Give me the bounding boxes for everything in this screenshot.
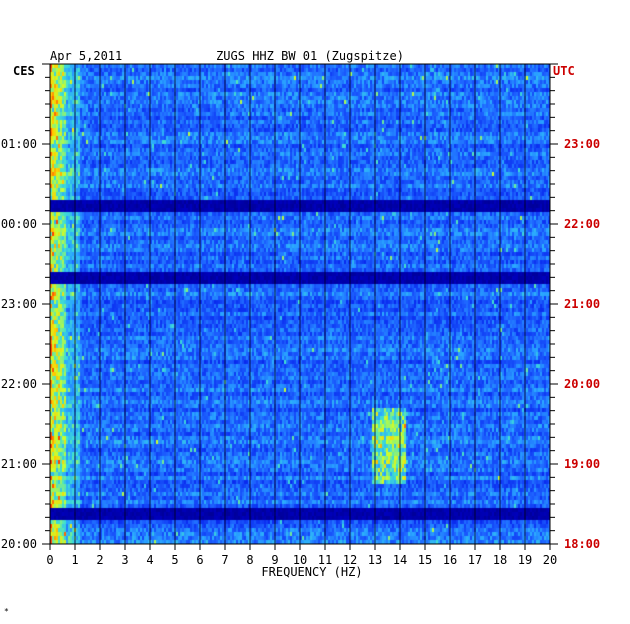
right-axis-label: UTC [553,64,575,78]
x-tick-label: 20 [543,553,557,567]
right-axis-tick-label: 19:00 [564,457,600,471]
x-tick-label: 1 [71,553,78,567]
x-tick-label: 8 [246,553,253,567]
x-tick-label: 7 [221,553,228,567]
x-tick-label: 0 [46,553,53,567]
left-axis-tick-label: 21:00 [1,457,37,471]
left-axis-tick-label: 22:00 [1,377,37,391]
x-tick-label: 15 [418,553,432,567]
left-axis-tick-label: 00:00 [1,217,37,231]
left-axis-tick-label: 23:00 [1,297,37,311]
x-tick-label: 16 [443,553,457,567]
x-tick-label: 6 [196,553,203,567]
x-tick-label: 5 [171,553,178,567]
right-axis-tick-label: 18:00 [564,537,600,551]
left-axis-label: CES [13,64,35,78]
y-axes: 01:00 00:00 23:00 22:00 21:00 20:00 23:00 22:00… [1,63,600,551]
x-tick-label: 4 [146,553,153,567]
x-tick-label: 19 [518,553,532,567]
x-tick-label: 11 [318,553,332,567]
frequency-gridlines [49,64,551,544]
right-axis-tick-label: 22:00 [564,217,600,231]
x-tick-label: 18 [493,553,507,567]
station-title: ZUGS HHZ BW 01 (Zugspitze) [216,49,404,63]
right-axis-tick-label: 23:00 [564,137,600,151]
date-label: Apr 5,2011 [50,49,122,63]
x-axis-title: FREQUENCY (HZ) [261,565,362,579]
left-axis-tick-label: 20:00 [1,537,37,551]
right-axis-tick-label: 20:00 [564,377,600,391]
x-tick-label: 13 [368,553,382,567]
x-tick-label: 10 [293,553,307,567]
right-axis-tick-label: 21:00 [564,297,600,311]
left-axis-tick-label: 01:00 [1,137,37,151]
x-tick-label: 9 [271,553,278,567]
footer-mark: * [4,607,9,616]
x-axis: 0 1 2 3 4 5 6 7 8 9 10 11 12 13 14 15 16 17 18 19 20 [46,543,557,567]
x-tick-label: 12 [343,553,357,567]
x-tick-label: 2 [96,553,103,567]
x-tick-label: 3 [121,553,128,567]
x-tick-label: 17 [468,553,482,567]
x-tick-label: 14 [393,553,407,567]
